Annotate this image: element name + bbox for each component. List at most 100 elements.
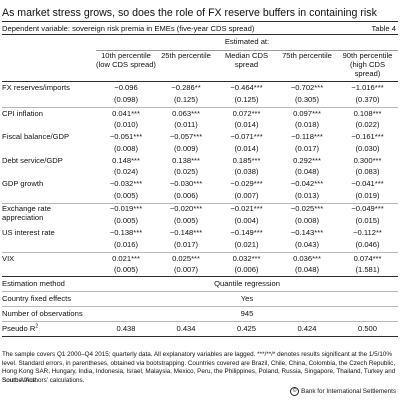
- table-row: Debt service/GDP 0.148*** 0.138*** 0.185***…: [2, 155, 398, 168]
- std-error-cell: (0.024): [113, 167, 139, 176]
- table-row-se: (0.008) (0.009) (0.014) (0.017) (0.030): [2, 144, 398, 155]
- table-row: US interest rate −0.138*** −0.148*** −0.149…: [2, 227, 398, 240]
- table-row: FX reserves/imports −0.096 −0.286** −0.464*…: [2, 82, 398, 95]
- column-header-line: Median CDS: [224, 51, 269, 60]
- meta-label: Estimation method: [2, 276, 96, 292]
- row-label: FX reserves/imports: [2, 83, 70, 92]
- pseudo-r2-text: Pseudo R: [2, 324, 36, 333]
- std-error-cell: (0.007): [156, 265, 216, 277]
- row-label-spacer: [2, 190, 96, 204]
- coefficient-cell: 0.032***: [232, 253, 261, 263]
- estimated-at-row: Estimated at:: [2, 37, 398, 51]
- table-row: GDP growth −0.032*** −0.030*** −0.029*** −0.…: [2, 178, 398, 191]
- row-label: VIX: [2, 253, 15, 263]
- std-error-cell: (0.016): [96, 239, 156, 253]
- coefficient-cell: 0.148***: [112, 155, 140, 165]
- std-error-cell: (0.008): [294, 216, 320, 225]
- column-header-4: 75th percentile: [277, 51, 337, 79]
- std-error-cell: (0.008): [113, 143, 139, 153]
- std-error-cell: (0.005): [113, 216, 139, 225]
- coefficient-cell: −0.020***: [169, 203, 203, 213]
- column-header-line: (high CDS spread): [349, 60, 386, 78]
- column-header-line: 10th percentile: [101, 51, 151, 60]
- coefficient-cell: −0.143***: [290, 228, 324, 237]
- std-error-cell: (0.014): [234, 120, 259, 129]
- std-error-cell: (0.013): [277, 190, 337, 204]
- table-row-se: (0.005) (0.006) (0.007) (0.013) (0.019): [2, 190, 398, 204]
- table-row-se: (0.005) (0.005) (0.004) (0.008) (0.015): [2, 216, 398, 227]
- row-label: GDP growth: [2, 179, 44, 188]
- std-error-cell: (0.025): [173, 167, 199, 176]
- meta-value: 945: [96, 306, 398, 322]
- table-notes: The sample covers Q1 2000–Q4 2015; quart…: [2, 351, 396, 384]
- pseudo-r2-row: Pseudo R2 0.438 0.434 0.425 0.424 0.500: [2, 321, 398, 337]
- column-header-line: 25th percentile: [161, 51, 211, 60]
- coefficient-cell: −0.025***: [290, 203, 324, 213]
- coefficient-cell: −0.138***: [109, 228, 143, 237]
- std-error-cell: (0.015): [355, 216, 380, 225]
- coefficient-cell: 0.292***: [293, 155, 321, 165]
- column-header-line: spread: [234, 60, 259, 69]
- table-row: VIX 0.021*** 0.025*** 0.032*** 0.036*** 0.074…: [2, 252, 398, 265]
- pseudo-r2-cell: 0.425: [216, 321, 277, 337]
- coefficient-cell: −0.051***: [109, 132, 143, 141]
- coefficient-cell: −0.019***: [109, 203, 143, 213]
- column-header-row: 10th percentile (low CDS spread) 25th perc…: [2, 51, 398, 79]
- coefficient-cell: 0.036***: [293, 253, 321, 263]
- coefficient-cell: −0.286**: [171, 83, 201, 92]
- coefficient-cell: 0.138***: [172, 155, 200, 165]
- column-header-rule: [2, 78, 398, 82]
- table-row-se: (0.005) (0.007) (0.006) (0.048) (1.581): [2, 265, 398, 277]
- coefficient-cell: −0.118***: [291, 132, 323, 141]
- std-error-cell: (0.006): [216, 265, 277, 277]
- std-error-cell: (0.005): [96, 190, 156, 204]
- table-row-se: (0.010) (0.011) (0.014) (0.018) (0.022): [2, 120, 398, 131]
- coefficient-cell: −0.030***: [169, 179, 203, 188]
- top-rule: [2, 21, 398, 22]
- pseudo-r2-label: Pseudo R2: [2, 321, 96, 337]
- coefficient-cell: −1.016***: [351, 83, 384, 92]
- std-error-cell: (0.022): [355, 120, 380, 129]
- pseudo-r2-superscript: 2: [35, 323, 39, 330]
- coefficient-cell: 0.185***: [232, 155, 261, 165]
- table-row: CPI inflation 0.041*** 0.063*** 0.072*** 0.0…: [2, 107, 398, 120]
- std-error-cell: (0.018): [294, 120, 320, 129]
- std-error-cell: (0.011): [174, 120, 198, 129]
- std-error-cell: (0.019): [337, 190, 398, 204]
- coefficient-cell: −0.149***: [230, 228, 263, 237]
- std-error-cell: (0.370): [337, 94, 398, 108]
- coefficient-cell: −0.057***: [169, 132, 203, 141]
- coefficient-cell: 0.300***: [353, 155, 382, 165]
- coefficient-cell: 0.097***: [293, 108, 321, 118]
- estimated-at-label: Estimated at:: [96, 37, 398, 51]
- coefficient-cell: 0.063***: [172, 108, 200, 118]
- coefficient-cell: 0.074***: [353, 253, 382, 263]
- table-row-se: (0.098) (0.125) (0.125) (0.305) (0.370): [2, 94, 398, 108]
- column-header-3: Median CDS spread: [216, 51, 277, 79]
- coefficient-cell: −0.464***: [230, 83, 263, 92]
- pseudo-r2-cell: 0.434: [156, 321, 216, 337]
- std-error-cell: (0.046): [337, 239, 398, 253]
- std-error-cell: (0.125): [156, 94, 216, 108]
- row-label-line: Exchange rate: [2, 203, 51, 213]
- coefficient-cell: −0.041***: [351, 179, 384, 188]
- row-label-spacer: [2, 94, 96, 108]
- subtitle-rule: [2, 34, 398, 35]
- coefficient-cell: −0.032***: [109, 179, 143, 188]
- std-error-cell: (0.098): [96, 94, 156, 108]
- coefficient-cell: −0.029***: [230, 179, 263, 188]
- meta-value: Quantile regression: [96, 276, 398, 292]
- coefficient-cell: −0.049***: [351, 203, 384, 213]
- pseudo-r2-cell: 0.424: [277, 321, 337, 337]
- std-error-cell: (0.017): [156, 239, 216, 253]
- std-error-cell: (0.007): [216, 190, 277, 204]
- std-error-cell: (0.048): [294, 167, 320, 176]
- column-header-line: 75th percentile: [282, 51, 332, 60]
- copyright: © Bank for International Settlements: [290, 387, 396, 396]
- row-label: Exchange rate appreciation: [2, 203, 96, 227]
- estimation-method-row: Estimation method Quantile regression: [2, 276, 398, 292]
- row-label-spacer: [2, 239, 96, 253]
- coefficient-cell: −0.161***: [351, 132, 384, 141]
- std-error-cell: (0.005): [173, 216, 199, 225]
- column-header-line: 90th percentile: [342, 51, 393, 60]
